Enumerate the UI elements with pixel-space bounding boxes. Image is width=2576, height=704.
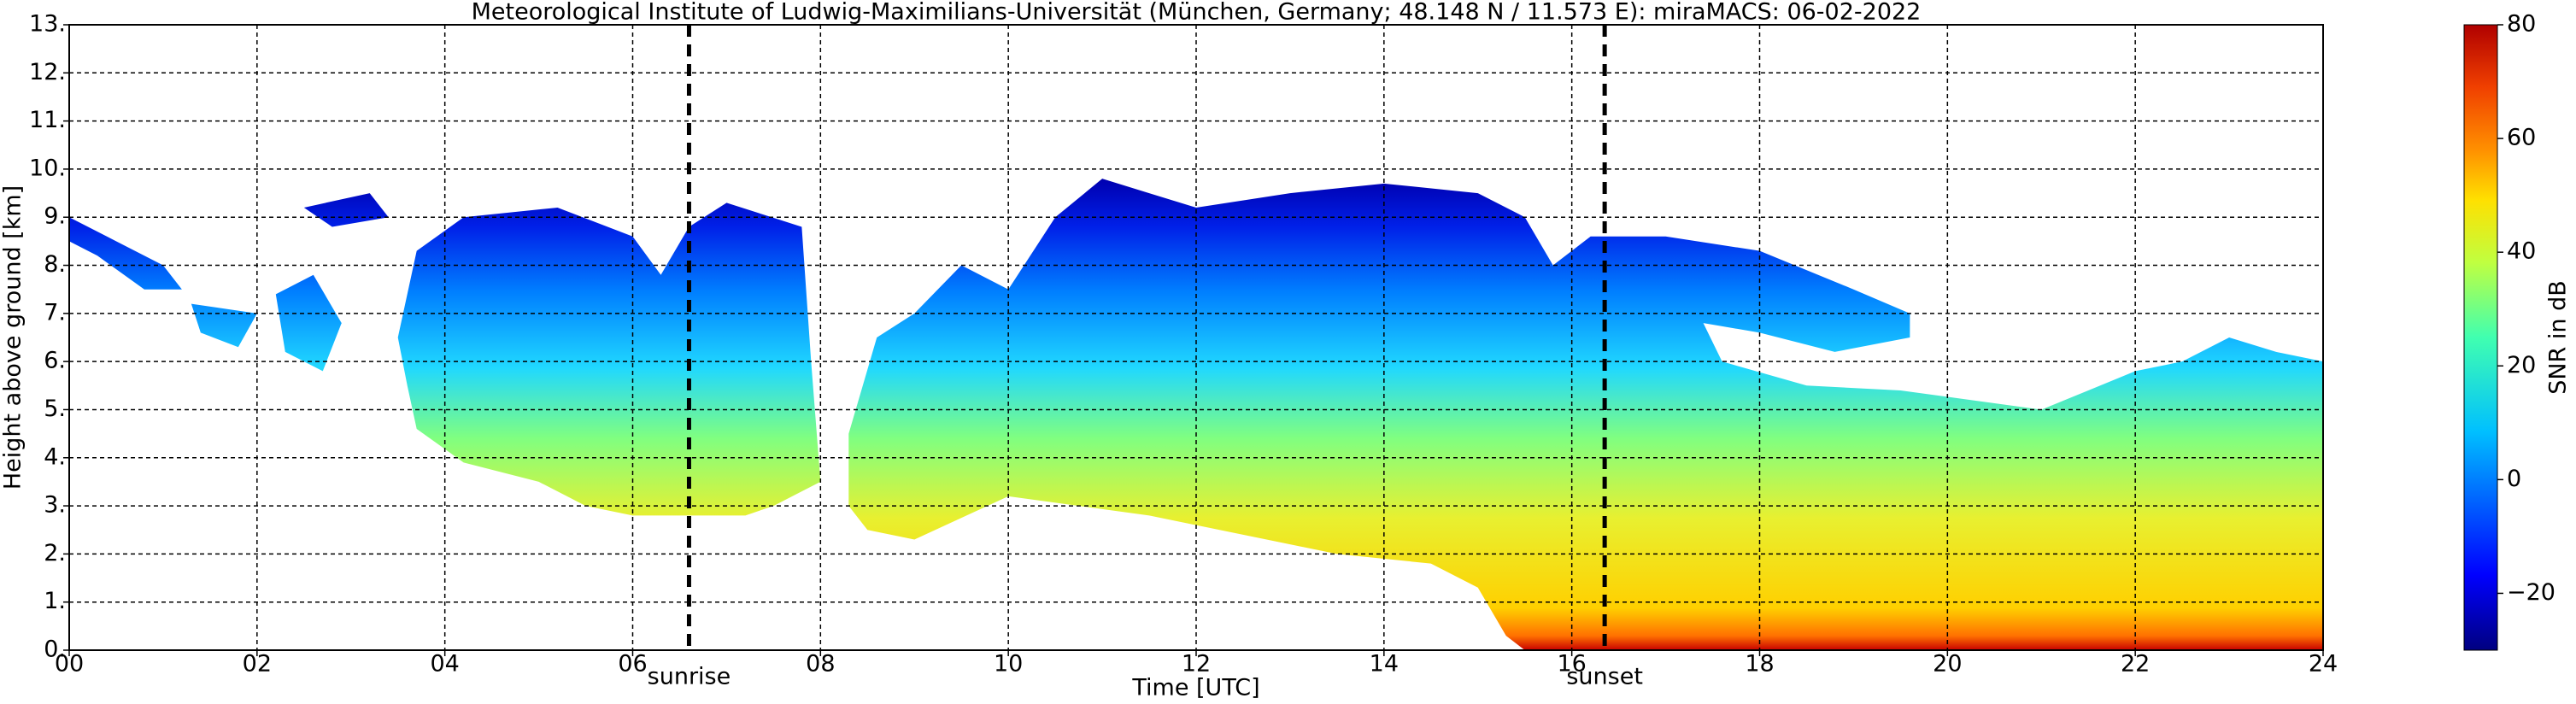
- colorbar-tick-label: −20: [2507, 579, 2555, 606]
- x-tick-label: 16: [1557, 651, 1586, 678]
- cloud-region: [848, 179, 2323, 650]
- y-axis-label: Height above ground [km]: [0, 185, 26, 490]
- y-tick-label: 2.: [44, 540, 66, 566]
- y-tick-label: 5.: [44, 396, 66, 422]
- annotation-label: sunset: [1566, 664, 1643, 690]
- y-tick-label: 13.: [29, 11, 66, 38]
- x-tick-label: 00: [55, 651, 84, 678]
- x-tick-label: 18: [1745, 651, 1774, 678]
- x-tick-label: 10: [994, 651, 1023, 678]
- colorbar-label: SNR in dB: [2545, 280, 2572, 395]
- colorbar-frame: [2463, 24, 2498, 651]
- x-tick-label: 14: [1370, 651, 1399, 678]
- y-tick-label: 9.: [44, 203, 66, 230]
- cloud-region: [69, 217, 182, 290]
- cloud-region: [397, 202, 821, 516]
- plot-frame: [68, 24, 2324, 651]
- cloud-region: [275, 274, 342, 372]
- colorbar-tick-label: 80: [2507, 11, 2536, 38]
- x-tick-label: 06: [618, 651, 647, 678]
- y-tick-label: 0.: [44, 637, 66, 663]
- y-tick-label: 12.: [29, 59, 66, 85]
- y-tick-label: 8.: [44, 251, 66, 278]
- y-tick-label: 6.: [44, 348, 66, 374]
- cloud-region: [303, 193, 389, 227]
- y-tick-label: 7.: [44, 299, 66, 326]
- snr-field: [69, 179, 2323, 650]
- chart-title: Meteorological Institute of Ludwig-Maxim…: [472, 0, 1922, 26]
- x-tick-label: 02: [243, 651, 272, 678]
- x-tick-label: 12: [1182, 651, 1211, 678]
- x-tick-label: 04: [430, 651, 459, 678]
- y-tick-label: 11.: [29, 107, 66, 133]
- x-tick-label: 24: [2309, 651, 2338, 678]
- y-tick-label: 1.: [44, 588, 66, 614]
- colorbar-tick-label: 20: [2507, 352, 2536, 378]
- x-tick-label: 08: [806, 651, 835, 678]
- y-tick-label: 10.: [29, 155, 66, 181]
- cloud-region: [191, 303, 257, 348]
- y-tick-label: 4.: [44, 443, 66, 470]
- x-tick-label: 22: [2121, 651, 2150, 678]
- annotation-label: sunrise: [648, 664, 731, 690]
- colorbar-tick-label: 40: [2507, 238, 2536, 265]
- colorbar: [2464, 25, 2497, 650]
- x-tick-label: 20: [1933, 651, 1962, 678]
- y-tick-label: 3.: [44, 492, 66, 519]
- x-axis-label: Time [UTC]: [1131, 675, 1259, 701]
- colorbar-tick-label: 60: [2507, 125, 2536, 151]
- colorbar-tick-label: 0: [2507, 466, 2521, 492]
